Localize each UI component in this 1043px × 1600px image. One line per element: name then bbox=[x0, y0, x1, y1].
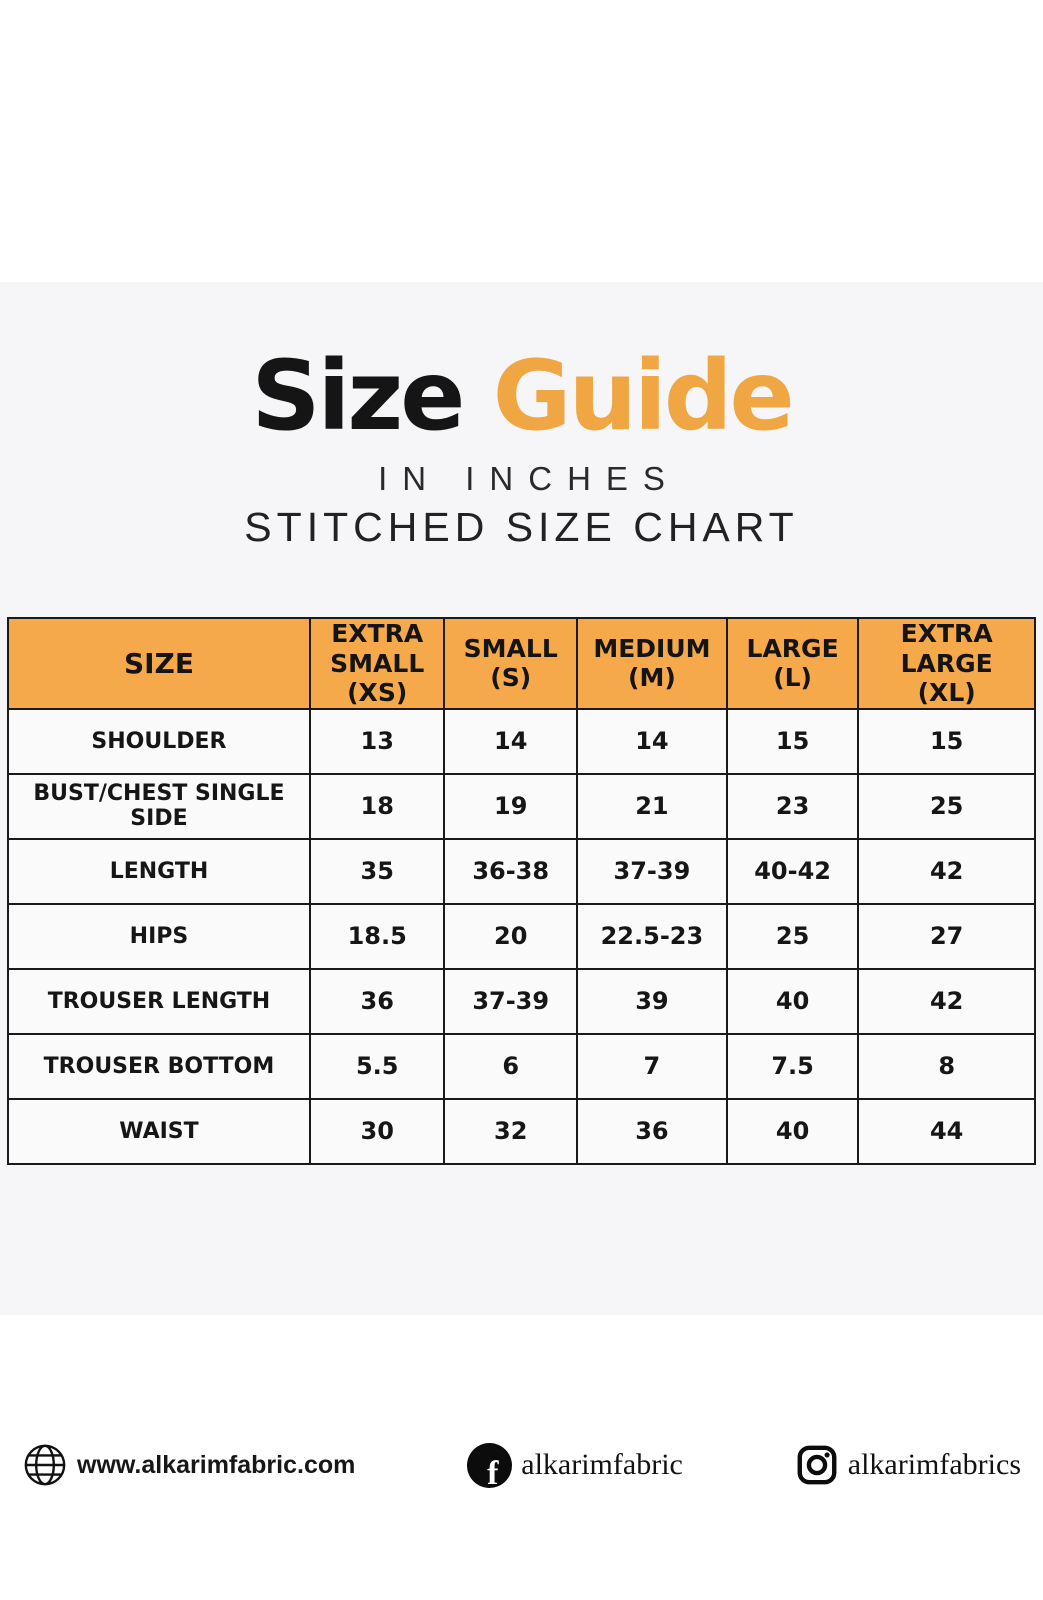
trouser-length-l: 40 bbox=[725, 967, 860, 1035]
column-header-xl: EXTRA LARGE (XL) bbox=[857, 617, 1036, 710]
row-label-trouser-bottom: TROUSER BOTTOM bbox=[7, 1032, 311, 1100]
bust-m: 21 bbox=[575, 772, 728, 840]
title-word-gap bbox=[462, 340, 492, 452]
table-row-trouser-length: TROUSER LENGTH 36 37-39 39 40 42 bbox=[7, 967, 1036, 1035]
instagram-handle: alkarimfabrics bbox=[847, 1448, 1021, 1481]
column-header-m-line2: (M) bbox=[628, 663, 676, 693]
shoulder-xl: 15 bbox=[857, 707, 1036, 775]
waist-l: 40 bbox=[725, 1097, 860, 1165]
length-s: 36-38 bbox=[443, 837, 578, 905]
website-label: www.alkarimfabric.com bbox=[77, 1450, 356, 1479]
column-header-xl-line1: EXTRA LARGE bbox=[900, 619, 993, 678]
column-header-m: MEDIUM (M) bbox=[575, 617, 728, 710]
column-header-l-line2: (L) bbox=[773, 663, 812, 693]
hips-m: 22.5-23 bbox=[575, 902, 728, 970]
length-m: 37-39 bbox=[575, 837, 728, 905]
column-header-s: SMALL (S) bbox=[443, 617, 578, 710]
instagram-link[interactable]: alkarimfabrics bbox=[795, 1443, 1021, 1487]
hips-s: 20 bbox=[443, 902, 578, 970]
length-l: 40-42 bbox=[725, 837, 860, 905]
column-header-m-line1: MEDIUM bbox=[593, 633, 711, 663]
trouser-bottom-l: 7.5 bbox=[725, 1032, 860, 1100]
bust-xl: 25 bbox=[857, 772, 1036, 840]
waist-xl: 44 bbox=[857, 1097, 1036, 1165]
facebook-f-glyph: f bbox=[487, 1454, 499, 1488]
waist-m: 36 bbox=[575, 1097, 728, 1165]
column-header-l: LARGE (L) bbox=[725, 617, 860, 710]
size-chart-table: SIZE EXTRA SMALL (XS) SMALL (S) MEDIUM (… bbox=[7, 617, 1036, 1165]
content-band: Size Guide IN INCHES STITCHED SIZE CHART… bbox=[0, 282, 1043, 1488]
trouser-bottom-m: 7 bbox=[575, 1032, 728, 1100]
shoulder-l: 15 bbox=[725, 707, 860, 775]
title-block: Size Guide IN INCHES STITCHED SIZE CHART bbox=[0, 282, 1043, 551]
table-row-shoulder: SHOULDER 13 14 14 15 15 bbox=[7, 707, 1036, 775]
title-word-guide: Guide bbox=[492, 340, 795, 452]
trouser-bottom-s: 6 bbox=[443, 1032, 578, 1100]
column-header-s-line2: (S) bbox=[490, 663, 532, 693]
column-header-l-line1: LARGE bbox=[746, 633, 839, 663]
row-label-waist: WAIST bbox=[7, 1097, 311, 1165]
facebook-icon: f bbox=[467, 1442, 513, 1488]
column-header-s-line1: SMALL bbox=[463, 633, 558, 663]
column-header-xs: EXTRA SMALL (XS) bbox=[308, 617, 446, 710]
column-header-xl-line2: (XL) bbox=[917, 678, 976, 707]
length-xl: 42 bbox=[857, 837, 1036, 905]
column-header-size: SIZE bbox=[7, 617, 311, 710]
hips-xs: 18.5 bbox=[308, 902, 446, 970]
table-row-bust-chest: BUST/CHEST SINGLE SIDE 18 19 21 23 25 bbox=[7, 772, 1036, 840]
page-title: Size Guide bbox=[0, 348, 1043, 444]
row-label-hips: HIPS bbox=[7, 902, 311, 970]
instagram-icon bbox=[795, 1443, 839, 1487]
waist-s: 32 bbox=[443, 1097, 578, 1165]
shoulder-s: 14 bbox=[443, 707, 578, 775]
hips-xl: 27 bbox=[857, 902, 1036, 970]
column-header-xs-line2: SMALL (XS) bbox=[330, 648, 425, 708]
table-row-length: LENGTH 35 36-38 37-39 40-42 42 bbox=[7, 837, 1036, 905]
subtitle-in-inches: IN INCHES bbox=[378, 460, 680, 497]
row-label-length: LENGTH bbox=[7, 837, 311, 905]
table-row-hips: HIPS 18.5 20 22.5-23 25 27 bbox=[7, 902, 1036, 970]
row-label-trouser-length: TROUSER LENGTH bbox=[7, 967, 311, 1035]
table-header-row: SIZE EXTRA SMALL (XS) SMALL (S) MEDIUM (… bbox=[7, 617, 1036, 710]
shoulder-xs: 13 bbox=[308, 707, 446, 775]
table-row-trouser-bottom: TROUSER BOTTOM 5.5 6 7 7.5 8 bbox=[7, 1032, 1036, 1100]
column-header-xs-line1: EXTRA bbox=[331, 619, 424, 648]
row-label-bust-chest: BUST/CHEST SINGLE SIDE bbox=[7, 772, 311, 840]
bust-xs: 18 bbox=[308, 772, 446, 840]
trouser-bottom-xs: 5.5 bbox=[308, 1032, 446, 1100]
facebook-link[interactable]: f alkarimfabric bbox=[467, 1442, 683, 1488]
trouser-bottom-xl: 8 bbox=[857, 1032, 1036, 1100]
trouser-length-xs: 36 bbox=[308, 967, 446, 1035]
bust-l: 23 bbox=[725, 772, 860, 840]
row-label-shoulder: SHOULDER bbox=[7, 707, 311, 775]
bust-s: 19 bbox=[443, 772, 578, 840]
trouser-length-xl: 42 bbox=[857, 967, 1036, 1035]
subtitle-stitched-size-chart: STITCHED SIZE CHART bbox=[244, 504, 799, 550]
shoulder-m: 14 bbox=[575, 707, 728, 775]
trouser-length-s: 37-39 bbox=[443, 967, 578, 1035]
trouser-length-m: 39 bbox=[575, 967, 728, 1035]
website-link[interactable]: www.alkarimfabric.com bbox=[22, 1442, 355, 1488]
hips-l: 25 bbox=[725, 902, 860, 970]
globe-icon bbox=[22, 1442, 68, 1488]
title-word-size: Size bbox=[251, 340, 465, 452]
table-row-waist: WAIST 30 32 36 40 44 bbox=[7, 1097, 1036, 1165]
footer: www.alkarimfabric.com f alkarimfabric al… bbox=[0, 1442, 1043, 1488]
facebook-handle: alkarimfabric bbox=[521, 1448, 683, 1481]
waist-xs: 30 bbox=[308, 1097, 446, 1165]
length-xs: 35 bbox=[308, 837, 446, 905]
